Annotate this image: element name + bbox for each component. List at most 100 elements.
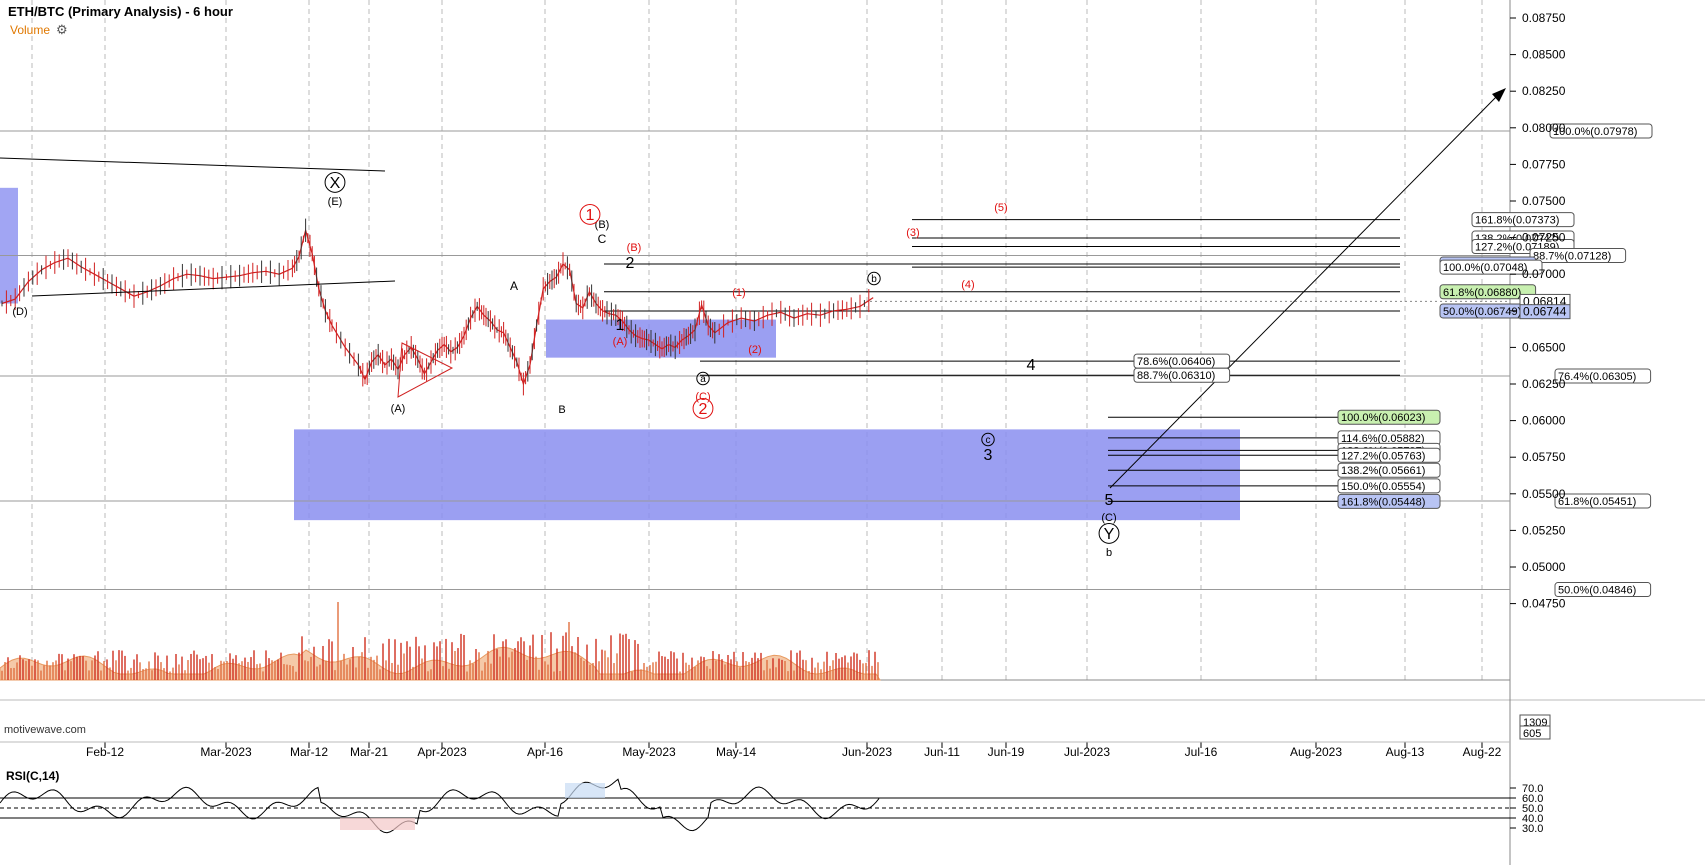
price-tick-label: 0.05750 [1522,450,1566,464]
fib-box [1337,493,1441,509]
fib-box-label: 161.8%(0.07373) [1475,215,1559,227]
time-tick-label: May-2023 [622,745,676,759]
volume-label: Volume [10,23,51,37]
rsi-tick-label: 50.0 [1522,803,1543,815]
zone-left [0,187,18,304]
wave-label: (D) [12,306,27,318]
current-price-tag [1519,304,1571,320]
price-tick-label: 0.08500 [1522,48,1566,62]
fib-box [1439,259,1543,275]
rsi-panel: 70.060.050.040.030.0 [0,778,1543,835]
wave-label: (3) [906,227,919,239]
fib-box-label: 76.4%(0.06305) [1558,371,1636,383]
fib-box-label: 161.8%(0.05448) [1341,496,1425,508]
wave-label: (5) [994,202,1007,214]
volume-tag-label: 605 [1523,728,1541,740]
wave-label: 3 [984,447,993,464]
fib-box-label: 100.0%(0.07048) [1443,262,1527,274]
fib-box [1554,582,1652,598]
target-zones [0,187,1240,521]
wave-label: C [598,232,607,246]
fib-box-label: 114.6%(0.05882) [1341,433,1425,445]
fib-box-label: 88.7%(0.06310) [1137,370,1215,382]
time-tick-label: Apr-2023 [417,745,467,759]
wave-label: b [871,274,877,285]
fib-box [1337,447,1441,463]
time-axis: Feb-12 Mar-2023 Mar-12 Mar-21 Apr-2023 Apr-16… [0,741,1510,759]
wave-circle-icon [324,171,346,193]
wave-label: 1 [586,207,595,224]
fib-box [1133,367,1231,383]
triangle-pattern [397,342,454,398]
wave-label: 4 [1027,357,1036,374]
price-tick-label: 0.08000 [1522,121,1566,135]
wave-circle-icon [981,432,995,447]
wave-circle-icon [692,397,714,419]
wave-label: (C) [1101,512,1116,524]
fib-box-label: 100.0%(0.06023) [1341,412,1425,424]
rsi-tick-label: 70.0 [1522,783,1543,795]
arrow-head-icon [1492,88,1506,102]
fib-box [1337,478,1441,494]
rsi-oversold-fill [340,818,415,830]
fib-level-lines [0,130,1510,591]
time-tick-label: Aug-22 [1463,745,1502,759]
time-tick-label: Jun-11 [924,745,960,759]
wave-label: (1) [732,287,745,299]
price-tick-label: 0.05000 [1522,560,1566,574]
trend-line-lower [31,280,396,297]
price-tick-label: 0.07500 [1522,194,1566,208]
fib-box [1337,462,1441,478]
fib-box-label: 61.8%(0.05451) [1558,496,1636,508]
time-tick-label: Jun-2023 [842,745,892,759]
wave-labels: X(E)(D)(A)ABC(B)1(B)21(A)a(C)2(1)(2)b(3)… [12,171,1120,559]
wave-label: (C) [695,391,710,403]
time-tick-label: Apr-16 [527,745,563,759]
wave-label: b [1106,547,1112,559]
fib-box-label: 150.0%(0.05554) [1341,481,1425,493]
wave-circle-icon [1098,522,1120,544]
fib-box-label: 61.8%(0.06880) [1443,287,1521,299]
time-tick-label: Mar-12 [290,745,328,759]
trend-lines [0,88,1506,489]
wave-label: (B) [595,219,610,231]
wave-label: 2 [626,255,635,272]
fib-box [1549,123,1653,139]
volume-tag [1519,725,1551,740]
gear-icon[interactable]: ⚙ [56,22,68,37]
wave-circle-icon [696,371,710,386]
fib-box-label: 127.2%(0.05763) [1341,450,1425,462]
wave-label: (2) [748,344,761,356]
fib-box [1471,212,1575,228]
volume-toggle[interactable]: Volume ⚙ [10,22,68,38]
volume-bars [0,602,881,681]
fib-box-label: 88.7%(0.07128) [1533,250,1611,262]
price-tick-label: 0.07000 [1522,267,1566,281]
fib-box [1337,409,1441,425]
wave-label: (4) [961,279,974,291]
price-tick-label: 0.06000 [1522,414,1566,428]
rsi-overbought-fill [565,783,605,798]
time-tick-label: Jun-19 [988,745,1025,759]
price-tick-label: 0.06250 [1522,377,1566,391]
fib-boxes: 100.0%(0.07978) 161.8%(0.07373) 138.2%(0.0… [1133,123,1653,598]
fib-box [1439,284,1537,300]
wave-label: 5 [1105,492,1114,509]
fib-box-label: 100.0%(0.07978) [1553,126,1637,138]
time-tick-label: Mar-2023 [200,745,252,759]
wave-label: B [558,404,565,416]
wave-label: Y [1104,526,1115,543]
wave-label: (E) [328,196,343,208]
fib-box [1554,368,1652,384]
fib-box [1554,493,1652,509]
zone-lower [294,429,1240,521]
fib-box-label: 78.6%(0.06406) [1137,356,1215,368]
trend-line-upper [0,157,386,172]
rsi-title: RSI(C,14) [6,769,60,783]
time-tick-label: May-14 [716,745,756,759]
price-tick-label: 0.06500 [1522,340,1566,354]
wave-label: a [700,374,706,385]
time-tick-label: Jul-16 [1185,745,1218,759]
price-tick-label: 0.05500 [1522,487,1566,501]
